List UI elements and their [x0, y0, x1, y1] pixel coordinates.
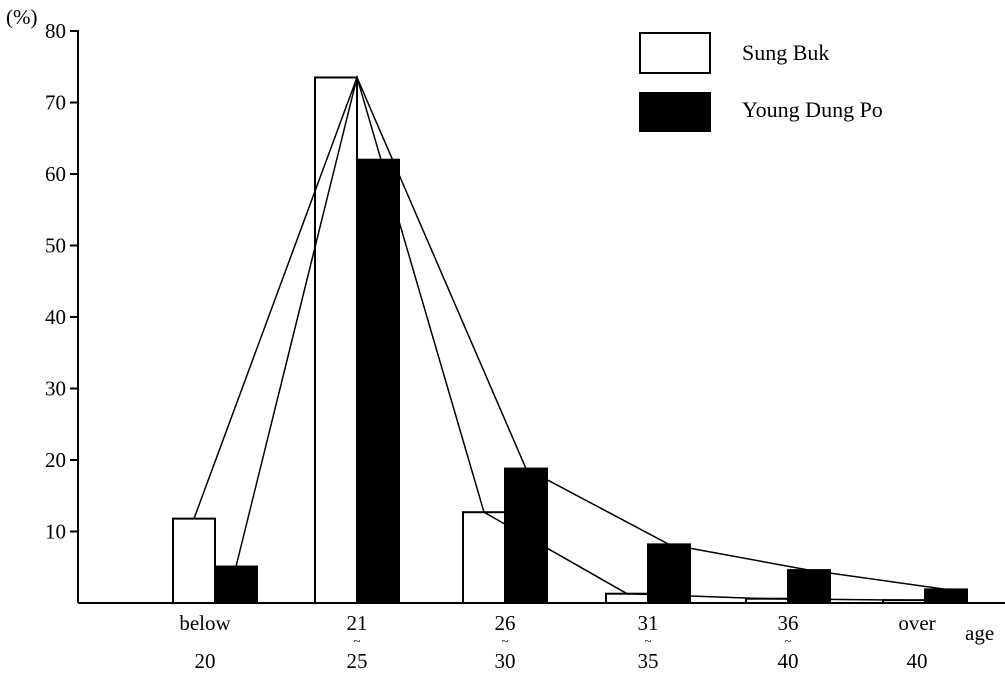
x-tick-range-mark: ~ [353, 633, 360, 648]
bar-young-dung-po [647, 543, 691, 604]
x-tick-range-mark: ~ [644, 633, 651, 648]
bar-sung-buk [605, 592, 649, 605]
y-tick-label: 30 [45, 377, 66, 401]
x-tick-label-top: 31 [638, 611, 659, 635]
legend: Sung Buk Young Dung Po [639, 32, 883, 132]
y-tick-label: 40 [45, 305, 66, 329]
x-tick-label-bottom: 30 [495, 649, 516, 673]
x-tick-label-top: over [898, 611, 935, 635]
y-tick-label: 10 [45, 520, 66, 544]
x-tick-label-top: 21 [347, 611, 368, 635]
x-tick-label-bottom: 20 [195, 649, 216, 673]
bar-young-dung-po [504, 467, 548, 604]
x-tick-label-bottom: 40 [778, 649, 799, 673]
trend-line-sung-buk [193, 75, 905, 601]
bar-young-dung-po [787, 569, 831, 604]
bar-sung-buk [172, 517, 216, 605]
x-axis-label: age [965, 621, 994, 645]
x-tick-label-top: below [179, 611, 231, 635]
x-tick-range-mark: ~ [501, 633, 508, 648]
y-tick-label: 70 [45, 91, 66, 115]
bar-sung-buk [462, 511, 506, 605]
y-tick-label: 60 [45, 162, 66, 186]
bar-young-dung-po [356, 158, 400, 604]
y-tick-label: 20 [45, 448, 66, 472]
y-axis-unit-label: (%) [6, 5, 37, 29]
x-tick-label-bottom: 25 [347, 649, 368, 673]
y-tick-label: 80 [45, 19, 66, 43]
bar-young-dung-po [214, 565, 258, 604]
bar-sung-buk [314, 76, 358, 605]
x-tick-range-mark: ~ [784, 633, 791, 648]
x-tick-label-top: 36 [778, 611, 799, 635]
legend-swatch-sung-buk [639, 32, 711, 74]
legend-label-sung-buk: Sung Buk [742, 40, 829, 65]
x-tick-label-bottom: 35 [638, 649, 659, 673]
bar-young-dung-po [924, 588, 968, 604]
trend-lines [193, 75, 947, 601]
x-tick-label-top: 26 [495, 611, 516, 635]
legend-swatch-young-dung-po [639, 92, 711, 132]
y-ticks: 10 20 30 40 50 60 70 80 [45, 19, 78, 544]
y-tick-label: 50 [45, 234, 66, 258]
x-tick-label-bottom: 40 [907, 649, 928, 673]
trend-line-young-dung-po [235, 75, 947, 591]
legend-label-young-dung-po: Young Dung Po [742, 97, 883, 122]
